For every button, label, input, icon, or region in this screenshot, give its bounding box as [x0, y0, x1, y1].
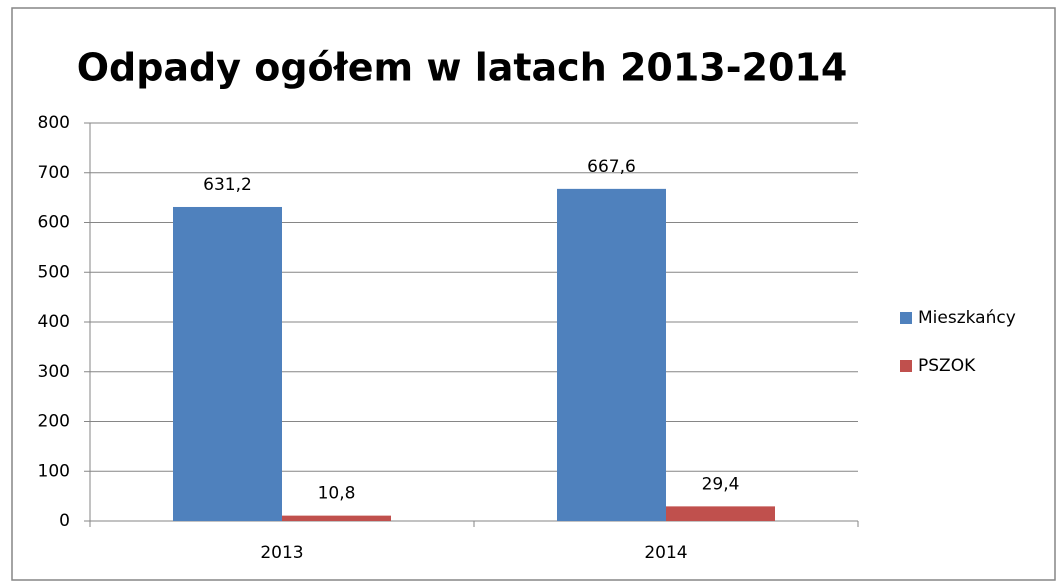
y-tick-label: 300	[38, 362, 70, 382]
x-tick-label: 2014	[644, 543, 687, 563]
chart-border	[11, 7, 1056, 581]
bar	[666, 506, 775, 521]
value-label: 10,8	[318, 484, 356, 504]
y-tick-label: 400	[38, 312, 70, 332]
chart-title: Odpady ogółem w latach 2013-2014	[77, 46, 848, 90]
legend-label: Mieszkańcy	[918, 308, 1016, 328]
bar	[557, 188, 666, 521]
value-label: 667,6	[587, 157, 636, 177]
y-tick-label: 700	[38, 163, 70, 183]
legend-swatch	[900, 312, 912, 324]
legend-swatch	[900, 360, 912, 372]
legend-label: PSZOK	[918, 356, 976, 376]
value-label: 631,2	[203, 175, 252, 195]
y-tick-label: 800	[38, 113, 70, 133]
value-label: 29,4	[702, 474, 740, 494]
x-tick-label: 2013	[260, 543, 303, 563]
y-tick-label: 200	[38, 412, 70, 432]
bar	[282, 515, 391, 521]
y-tick-label: 600	[38, 213, 70, 233]
y-tick-label: 500	[38, 262, 70, 282]
y-tick-label: 100	[38, 461, 70, 481]
y-tick-label: 0	[59, 511, 70, 531]
bar	[173, 206, 282, 521]
